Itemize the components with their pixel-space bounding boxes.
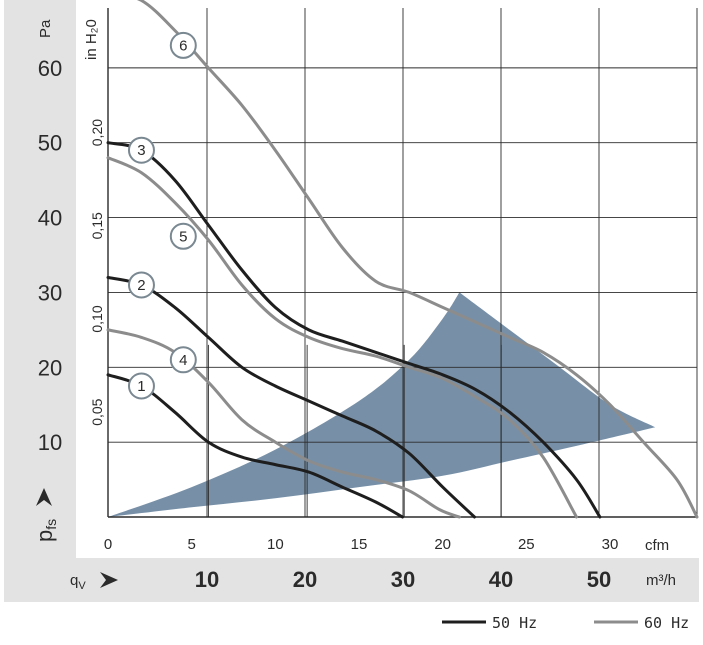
- pressure-symbol-sub: fs: [43, 519, 59, 530]
- pa-tick-label: 40: [38, 206, 62, 231]
- inh2o-tick-label: 0,15: [89, 212, 105, 239]
- cfm-tick-label: 30: [602, 536, 619, 553]
- cfm-unit-label: cfm: [645, 537, 669, 554]
- series-1-marker-label: 1: [137, 378, 145, 395]
- series-2-curve: [106, 276, 476, 519]
- pa-tick-label: 30: [38, 280, 62, 305]
- bottom-axis-panel: [4, 558, 699, 602]
- series-1-marker: [127, 372, 155, 400]
- m3h-unit-label: m³/h: [646, 572, 676, 589]
- svg-text:pfs: pfs: [32, 519, 59, 542]
- series-3-curve: [106, 141, 602, 519]
- series-4-marker: [169, 346, 197, 374]
- cfm-tick-label: 20: [434, 536, 451, 553]
- m3h-tick-label: 20: [293, 567, 317, 592]
- inh2o-tick-label: 0,10: [89, 305, 105, 332]
- pa-tick-label: 50: [38, 131, 62, 156]
- series-6-marker-label: 6: [179, 37, 187, 54]
- series-5-curve: [106, 156, 578, 519]
- series-5-marker: [169, 222, 197, 250]
- series-6-curve: [136, 0, 699, 519]
- flow-symbol: qV: [70, 572, 118, 592]
- legend-label-50hz: 50 Hz: [492, 614, 537, 632]
- series-2-marker: [127, 271, 155, 299]
- series-4-marker-label: 4: [179, 352, 187, 369]
- pressure-symbol-main: p: [32, 530, 57, 542]
- flow-symbol-sub: V: [78, 580, 86, 592]
- operating-range-region: [108, 292, 656, 517]
- series-5-marker-label: 5: [179, 228, 187, 245]
- pressure-symbol: pfs: [32, 488, 59, 542]
- m3h-tick-label: 10: [195, 567, 219, 592]
- series-1-curve: [106, 373, 404, 519]
- inh2o-tick-label: 0,20: [89, 119, 105, 146]
- m3h-tick-label: 50: [587, 567, 611, 592]
- m3h-tick-label: 30: [391, 567, 415, 592]
- svg-text:qV: qV: [70, 572, 86, 592]
- inh2o-unit-label: in H₂0: [83, 19, 100, 60]
- cfm-tick-label: 15: [351, 536, 368, 553]
- flow-arrow-icon: [100, 572, 118, 588]
- pa-unit-label: Pa: [37, 19, 54, 38]
- cfm-tick-label: 25: [518, 536, 535, 553]
- series-3-marker-label: 3: [137, 142, 145, 159]
- pa-tick-label: 20: [38, 355, 62, 380]
- series-6-marker: [169, 31, 197, 59]
- flow-symbol-main: q: [70, 572, 78, 589]
- series-2-marker-label: 2: [137, 277, 145, 294]
- series-4-curve: [106, 328, 461, 519]
- cfm-tick-label: 0: [104, 536, 112, 553]
- series-3-marker: [127, 136, 155, 164]
- pa-tick-label: 10: [38, 430, 62, 455]
- cfm-tick-label: 10: [267, 536, 284, 553]
- cfm-tick-label: 5: [187, 536, 195, 553]
- legend: 50 Hz 60 Hz: [442, 614, 689, 632]
- inh2o-tick-label: 0,05: [89, 398, 105, 425]
- left-axis-panel: [4, 0, 76, 560]
- m3h-tick-label: 40: [489, 567, 513, 592]
- pa-tick-label: 60: [38, 56, 62, 81]
- pressure-arrow-icon: [36, 488, 52, 506]
- legend-label-60hz: 60 Hz: [644, 614, 689, 632]
